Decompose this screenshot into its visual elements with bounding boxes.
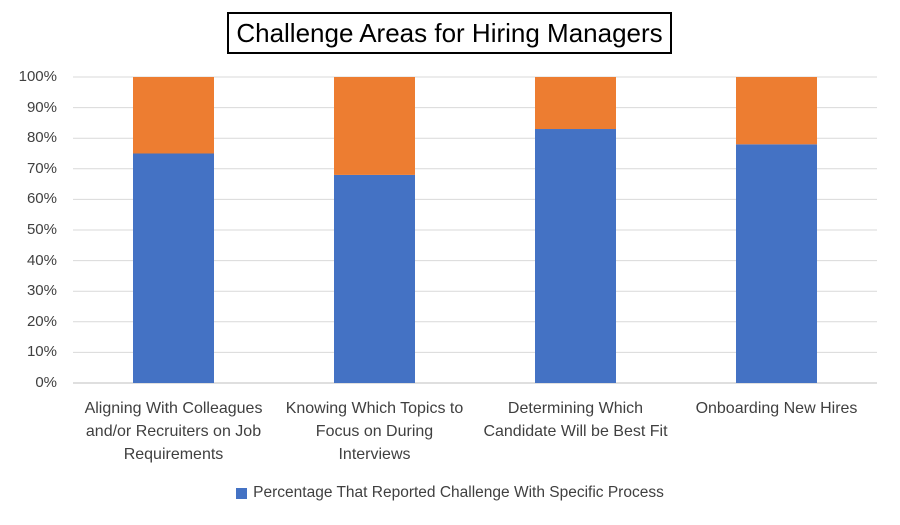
- x-category-label-line: Determining Which: [507, 400, 644, 417]
- legend: Percentage That Reported Challenge With …: [0, 484, 900, 502]
- legend-swatch: [236, 487, 248, 499]
- y-tick-label: 80%: [26, 129, 57, 147]
- x-category-label-line: Onboarding New Hires: [695, 400, 858, 417]
- x-category-label-line: Candidate Will be Best Fit: [483, 423, 668, 440]
- x-category-label-line: Interviews: [338, 446, 411, 463]
- x-category-label: Onboarding New Hires: [677, 397, 877, 420]
- bar-segment-remainder: [334, 77, 415, 175]
- y-tick-label: 10%: [26, 343, 57, 361]
- y-tick-label: 60%: [26, 190, 57, 208]
- x-category-label-line: and/or Recruiters on Job: [85, 423, 262, 440]
- x-category-label: Knowing Which Topics to Focus on During In…: [275, 397, 475, 466]
- x-category-label-line: Focus on During: [315, 423, 434, 440]
- y-tick-label: 0%: [35, 374, 57, 391]
- y-tick-label: 30%: [26, 282, 57, 300]
- bar-segment-reported: [736, 144, 817, 383]
- y-tick-label: 50%: [26, 221, 57, 238]
- x-category-label-line: Knowing Which Topics to: [285, 400, 464, 417]
- bar-segment-reported: [133, 153, 214, 383]
- legend-label: Percentage That Reported Challenge With …: [253, 484, 664, 501]
- bar-segment-remainder: [736, 77, 817, 145]
- x-category-label: Determining Which Candidate Will be Best …: [476, 397, 676, 443]
- y-tick-label: 40%: [26, 251, 57, 269]
- bar-segment-remainder: [535, 77, 616, 130]
- x-category-label-line: Requirements: [123, 446, 224, 463]
- bar-segment-reported: [334, 174, 415, 383]
- bar-segment-remainder: [133, 77, 214, 154]
- bar-segment-reported: [535, 129, 616, 383]
- y-tick-label: 70%: [26, 159, 57, 177]
- chart-title: Challenge Areas for Hiring Managers: [227, 12, 672, 54]
- y-tick-label: 100%: [18, 68, 57, 85]
- x-category-label-line: Aligning With Colleagues: [84, 400, 263, 417]
- x-category-label: Aligning With Colleagues and/or Recruiter…: [74, 397, 274, 466]
- y-tick-label: 90%: [26, 98, 57, 116]
- y-tick-label: 20%: [26, 312, 57, 330]
